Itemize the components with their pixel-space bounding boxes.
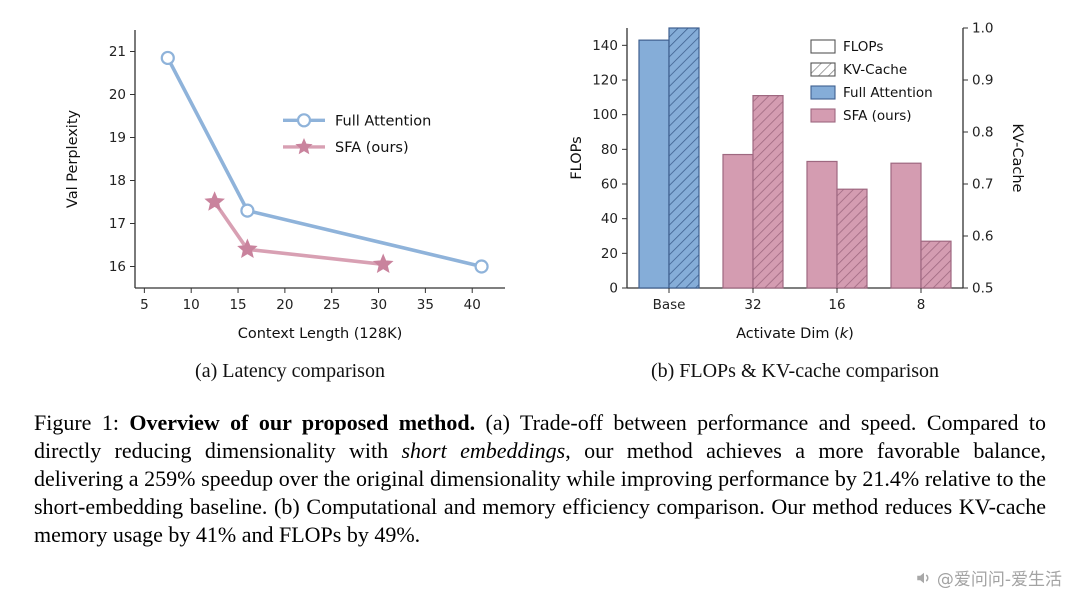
full-attention-line [166, 56, 484, 269]
sfa-line [212, 200, 386, 267]
svg-text:0.8: 0.8 [972, 125, 993, 141]
svg-text:21: 21 [109, 44, 126, 60]
kv-cache-bar [752, 94, 784, 289]
flops-bar [890, 162, 922, 289]
circle-marker [240, 203, 255, 218]
legend-swatch [810, 39, 836, 54]
svg-text:10: 10 [183, 297, 200, 313]
svg-text:100: 100 [592, 107, 618, 123]
svg-text:18: 18 [109, 173, 126, 189]
watermark-text: @爱问问-爱生活 [936, 570, 1062, 590]
watermark: @爱问问-爱生活 [915, 565, 1062, 590]
x-axis-label: Activate Dim (k) [736, 326, 854, 342]
circle-marker [474, 259, 489, 274]
svg-text:0.6: 0.6 [972, 229, 993, 245]
left-axis-label: FLOPs [569, 136, 585, 179]
svg-text:Base: Base [653, 297, 686, 313]
kv-cache-bar [668, 27, 700, 289]
caption-part-a1: (a) Trade-off between performance and sp… [34, 410, 1046, 463]
legend-label: Full Attention [335, 113, 431, 129]
speaker-icon [915, 569, 933, 587]
svg-text:0.7: 0.7 [972, 177, 993, 193]
svg-text:80: 80 [601, 142, 618, 158]
legend-swatch [810, 85, 836, 100]
svg-text:19: 19 [109, 130, 126, 146]
svg-text:25: 25 [323, 297, 340, 313]
latency-chart-block: 5 10 15 20 25 30 35 40 16 17 18 19 20 21 Context Lengt… [55, 12, 525, 383]
star-marker [204, 191, 225, 211]
figure-caption: Figure 1: Overview of our proposed metho… [34, 409, 1046, 549]
caption-part-a2: , our method achieves a more favorable b… [34, 437, 1047, 519]
svg-text:40: 40 [464, 297, 481, 313]
svg-text:17: 17 [109, 216, 126, 232]
caption-italic: short embeddings [401, 437, 566, 463]
svg-text:60: 60 [601, 177, 618, 193]
latency-chart-svg: 5 10 15 20 25 30 35 40 16 17 18 19 20 21 Context Lengt… [65, 30, 505, 342]
svg-text:8: 8 [917, 297, 926, 313]
svg-text:32: 32 [744, 297, 761, 313]
right-axis-label: KV-Cache [1009, 124, 1025, 193]
legend-label: Full Attention [843, 85, 933, 101]
svg-text:30: 30 [370, 297, 387, 313]
caption-prefix: Figure 1: [34, 410, 130, 435]
svg-text:16: 16 [109, 259, 126, 275]
svg-text:20: 20 [109, 87, 126, 103]
svg-text:0: 0 [609, 281, 618, 297]
flops-bar [722, 153, 754, 289]
flops-bar [638, 39, 670, 289]
subcaption-a: (a) Latency comparison [195, 360, 385, 382]
legend-swatch [810, 62, 836, 77]
legend-label: FLOPs [843, 39, 883, 55]
legend-swatch [810, 108, 836, 123]
star-marker [372, 253, 394, 274]
svg-text:1.0: 1.0 [972, 21, 993, 37]
svg-text:40: 40 [601, 211, 618, 227]
figure-charts-row: 5 10 15 20 25 30 35 40 16 17 18 19 20 21 Context Lengt… [55, 12, 1025, 383]
svg-text:5: 5 [140, 297, 149, 313]
svg-text:20: 20 [276, 297, 293, 313]
caption-part-b: (b) Computational and memory efficiency … [34, 493, 1046, 547]
y-axis-label: Val Perplexity [65, 109, 81, 208]
svg-text:16: 16 [828, 297, 845, 313]
svg-text:120: 120 [592, 73, 618, 89]
x-axis-label: Context Length (128K) [238, 326, 403, 342]
subcaption-b: (b) FLOPs & KV-cache comparison [650, 360, 940, 382]
flops-kvcache-chart-block: 0 20 40 60 80 100 120 140 0.5 0.6 0.7 0.8 0.9 1.0 Base… [565, 12, 1025, 383]
circle-marker [160, 50, 175, 66]
kv-cache-bar [920, 240, 952, 289]
legend-label: SFA (ours) [335, 140, 409, 156]
kv-cache-bar [836, 188, 868, 289]
svg-text:35: 35 [417, 297, 434, 313]
svg-text:0.5: 0.5 [972, 281, 993, 297]
caption-bold: Overview of our proposed method. [129, 410, 476, 435]
flops-kvcache-chart-svg: 0 20 40 60 80 100 120 140 0.5 0.6 0.7 0.8 0.9 1.0 Base… [569, 21, 1025, 343]
svg-text:0.9: 0.9 [972, 73, 993, 89]
svg-text:20: 20 [601, 246, 618, 262]
star-marker [237, 238, 258, 259]
svg-text:140: 140 [592, 38, 618, 54]
svg-text:15: 15 [229, 297, 246, 313]
legend-label: KV-Cache [843, 62, 907, 78]
legend-label: SFA (ours) [843, 108, 912, 124]
flops-bar [806, 160, 838, 289]
